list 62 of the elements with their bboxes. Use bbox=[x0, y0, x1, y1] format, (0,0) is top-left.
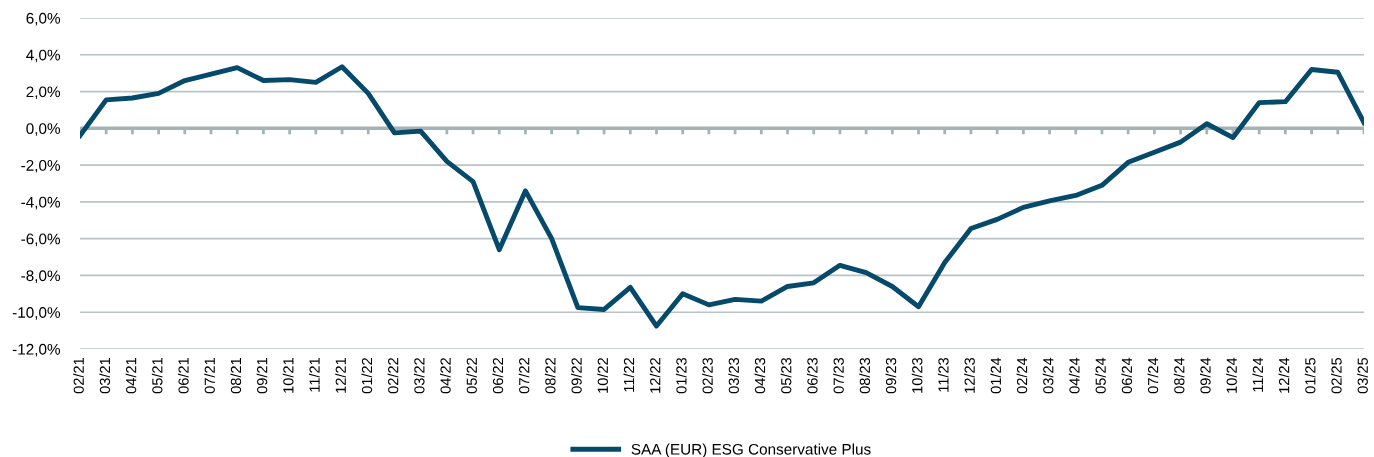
x-tick-label: 10/22 bbox=[597, 358, 608, 393]
y-tick-label: 2,0% bbox=[26, 86, 61, 100]
x-tick-label: 03/22 bbox=[413, 358, 425, 394]
x-tick-label: 09/22 bbox=[571, 358, 582, 394]
y-tick-label: -2,0% bbox=[21, 159, 61, 173]
x-tick-label: 05/21 bbox=[151, 358, 163, 394]
x-tick-label: 12/22 bbox=[649, 358, 661, 393]
x-tick-label: 04/22 bbox=[440, 358, 451, 394]
x-tick-label: 07/23 bbox=[833, 357, 844, 394]
x-tick-label: 08/23 bbox=[859, 357, 871, 394]
x-tick-label: 07/21 bbox=[204, 358, 215, 394]
x-tick-label: 04/24 bbox=[1068, 357, 1080, 394]
x-tick-label: 01/25 bbox=[1304, 357, 1316, 394]
x-tick-label: 05/24 bbox=[1095, 357, 1106, 394]
x-tick-label: 09/21 bbox=[256, 358, 268, 394]
y-tick-label: -8,0% bbox=[21, 270, 61, 283]
x-tick-label: 03/24 bbox=[1042, 357, 1054, 394]
x-tick-label: 10/23 bbox=[911, 357, 923, 393]
y-tick-label: -4,0% bbox=[21, 196, 61, 210]
x-tick-label: 02/21 bbox=[73, 358, 84, 394]
y-tick-label: 0,0% bbox=[26, 123, 61, 136]
x-tick-label: 02/23 bbox=[702, 357, 713, 394]
x-tick-label: 08/21 bbox=[230, 358, 242, 394]
x-tick-label: 02/25 bbox=[1331, 357, 1342, 394]
y-tick-label: -12,0% bbox=[12, 343, 61, 357]
x-tick-label: 03/23 bbox=[728, 357, 740, 394]
x-tick-label: 10/24 bbox=[1226, 357, 1237, 393]
y-tick-label: 4,0% bbox=[26, 49, 61, 63]
x-tick-label: 06/23 bbox=[806, 357, 818, 394]
x-tick-label: 07/22 bbox=[518, 358, 530, 394]
x-tick-label: 06/22 bbox=[492, 358, 504, 394]
line-series bbox=[80, 64, 1364, 329]
y-tick-label: -6,0% bbox=[21, 233, 61, 247]
x-tick-label: 12/24 bbox=[1278, 357, 1290, 393]
x-tick-label: 02/24 bbox=[1016, 357, 1028, 394]
x-tick-label: 12/21 bbox=[335, 358, 346, 393]
x-tick-label: 03/21 bbox=[99, 358, 111, 394]
x-tick-label: 11/22 bbox=[623, 358, 635, 392]
x-tick-label: 01/22 bbox=[361, 358, 373, 394]
x-tick-label: 01/23 bbox=[675, 357, 687, 394]
x-tick-label: 09/24 bbox=[1199, 357, 1211, 394]
x-tick-label: 04/21 bbox=[125, 358, 137, 394]
x-tick-label: 02/22 bbox=[387, 358, 399, 394]
x-tick-label: 05/23 bbox=[780, 357, 792, 394]
y-tick-label: -10,0% bbox=[12, 307, 61, 320]
y-tick-label: 6,0% bbox=[26, 12, 61, 26]
x-tick-label: 05/22 bbox=[466, 358, 477, 394]
legend-label: SAA (EUR) ESG Conservative Plus bbox=[631, 443, 871, 457]
x-tick-label: 10/21 bbox=[282, 358, 294, 393]
x-tick-label: 06/21 bbox=[178, 358, 189, 394]
x-tick-label: 11/24 bbox=[1252, 357, 1264, 392]
x-tick-label: 04/23 bbox=[754, 357, 766, 394]
x-tick-label: 09/23 bbox=[885, 357, 897, 394]
x-tick-label: 07/24 bbox=[1147, 357, 1159, 394]
x-tick-label: 01/24 bbox=[990, 357, 1002, 394]
x-tick-label: 11/23 bbox=[937, 357, 949, 392]
x-tick-label: 12/23 bbox=[964, 357, 975, 393]
x-tick-label: 08/22 bbox=[544, 358, 556, 394]
x-tick-label: 11/21 bbox=[309, 358, 320, 392]
x-tick-label: 03/25 bbox=[1357, 357, 1368, 394]
x-tick-label: 08/24 bbox=[1173, 357, 1185, 394]
x-tick-label: 06/24 bbox=[1121, 357, 1133, 394]
